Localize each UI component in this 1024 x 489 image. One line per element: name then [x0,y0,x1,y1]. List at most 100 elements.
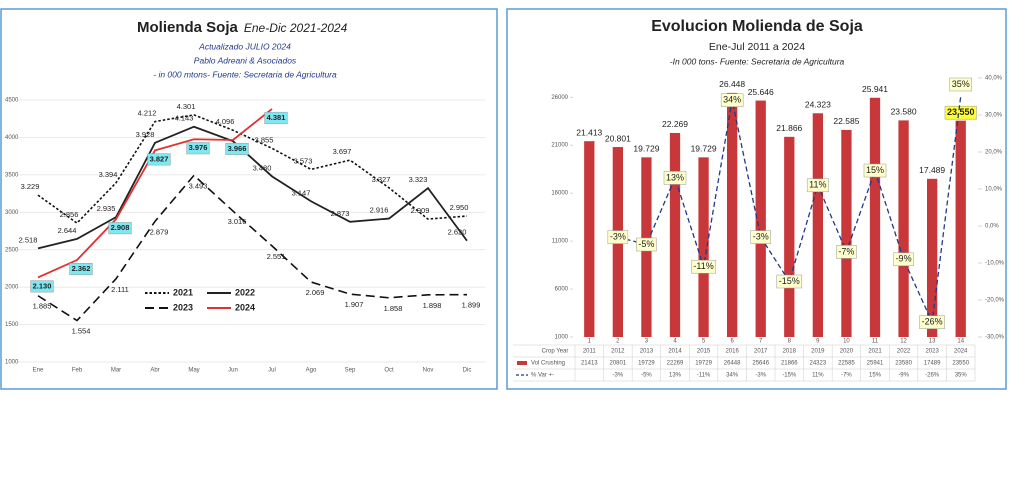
value-label: 2.908 [111,223,130,232]
table-cell: 19729 [695,361,712,367]
x-tick-label: Ene [33,368,44,374]
value-label: 26.448 [719,79,745,89]
value-label: 17.489 [919,165,945,175]
value-label-box [663,171,687,185]
x-tick-label: 12 [900,339,907,345]
table-cell: 13% [669,373,682,379]
x-tick-label: Abr [150,368,159,374]
value-label: 13% [666,172,684,182]
value-label: 19.729 [691,144,717,154]
value-label-box [225,142,249,155]
value-label-box [69,263,93,276]
bar [927,178,938,337]
x-tick-label: 5 [702,339,706,345]
x-tick-label: Dic [463,368,472,374]
y-tick-label: 1000 [5,360,19,366]
value-label: 20.801 [605,133,631,143]
value-label: 1.898 [423,301,442,310]
value-label: 35% [952,79,970,89]
table-cell: 26448 [724,361,741,367]
subtitle: Pablo Adreani & Asociados [194,55,297,65]
x-tick-label: Ago [306,368,317,374]
value-label: -26% [922,317,943,327]
value-label-box [30,280,54,293]
x-tick-label: 2 [616,339,620,345]
x-tick-label: 7 [759,339,763,345]
table-cell: 35% [955,373,968,379]
value-label: 23.580 [891,107,917,117]
value-label: 3.016 [228,217,247,226]
bar [755,100,766,337]
crop-year: 2012 [611,349,625,355]
table-cell: 21866 [781,361,798,367]
table-cell: 20801 [610,361,627,367]
x-tick-label: May [188,368,199,374]
crop-year: 2013 [640,349,654,355]
value-label: 2.916 [370,206,389,215]
x-tick-label: 11 [872,339,879,345]
value-label: 2.069 [306,288,325,297]
value-label: 3.573 [294,156,313,165]
table-cell: -15% [782,373,797,379]
chart-title: Molienda Soja [137,19,239,36]
value-label: 25.646 [748,87,774,97]
value-label: 3.966 [228,144,247,153]
value-label: 24.323 [805,100,831,110]
value-label: 19.729 [633,144,659,154]
value-label: 2.111 [111,285,129,294]
value-label: 2.879 [150,227,169,236]
value-label-box [944,105,977,120]
value-label: 2.873 [331,209,350,218]
value-label-box [949,77,972,92]
value-label: 1.907 [345,300,364,309]
table-cell: 23550 [952,361,969,367]
y-tick-label: 26000 [551,95,568,101]
crop-year: 2021 [868,349,882,355]
value-label: -11% [693,261,713,271]
legend-label: Vol Crushing [531,361,565,367]
legend-swatch [517,361,527,365]
value-label: -5% [638,239,654,249]
crop-year: 2020 [840,349,854,355]
value-label: 3.229 [21,182,40,191]
legend-label: 2022 [235,287,255,297]
bar [841,129,852,337]
legend-label: % Var +- [531,373,554,379]
bar [955,120,966,337]
value-label: 1.899 [462,301,481,310]
value-label: 2.551 [267,252,286,261]
crop-year: 2018 [783,349,797,355]
y2-tick-label: -10,0% [985,261,1005,267]
value-label-box [720,93,744,107]
value-label: 2.935 [97,204,116,213]
y2-tick-label: -30,0% [985,335,1005,341]
value-label: 25.941 [862,84,888,94]
table-cell: 15% [869,373,882,379]
bar [784,136,795,337]
value-label-box [893,252,914,267]
table-cell: -5% [641,373,652,379]
value-label: 23.550 [947,107,975,117]
bar [812,113,823,337]
x-tick-label: 10 [843,339,850,345]
value-label: 3.976 [189,143,208,152]
value-label: 3.493 [189,181,208,190]
table-cell: 19729 [638,361,655,367]
chart-title-period: Ene-Dic 2021-2024 [244,21,348,35]
crop-year: 2022 [897,349,911,355]
value-label: 34% [723,95,741,105]
x-tick-label: 1 [588,339,592,345]
value-label: -7% [838,246,854,256]
bar [669,132,681,337]
value-label: 1.858 [384,304,403,313]
value-label: 3.827 [150,154,169,163]
x-tick-label: 14 [957,339,964,345]
x-tick-label: 8 [788,339,792,345]
value-label: 2.518 [19,235,38,244]
x-tick-label: Jul [268,368,276,374]
y2-tick-label: -20,0% [985,298,1005,304]
legend-label: 2023 [173,302,193,312]
x-tick-label: 13 [929,339,936,345]
value-label-box [836,245,857,259]
